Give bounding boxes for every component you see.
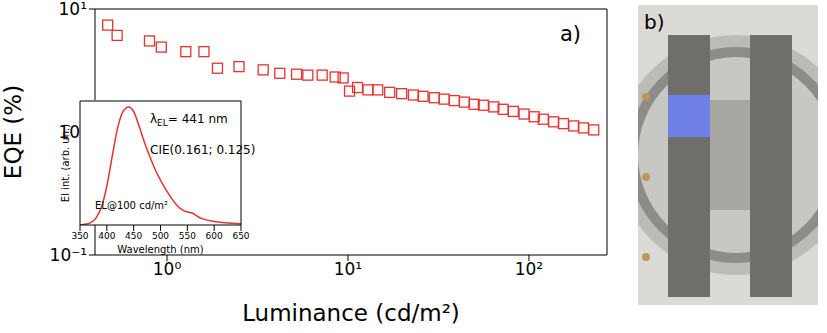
svg-text:550: 550 <box>179 231 196 241</box>
svg-text:400: 400 <box>98 231 115 241</box>
html-text:CIE(0.161; 0.125): CIE(0.161; 0.125) <box>150 143 256 157</box>
svg-text:350: 350 <box>71 231 88 241</box>
svg-text:600: 600 <box>206 231 223 241</box>
html-text:a): a) <box>560 22 582 46</box>
svg-text:10¹: 10¹ <box>59 0 87 19</box>
svg-text:10¹: 10¹ <box>334 259 362 279</box>
svg-text:10²: 10² <box>515 259 543 279</box>
svg-text:500: 500 <box>152 231 169 241</box>
svg-text:El int. (arb. un.): El int. (arb. un.) <box>60 124 71 202</box>
svg-text:10⁻¹: 10⁻¹ <box>50 245 87 265</box>
svg-text:Wavelength (nm): Wavelength (nm) <box>117 244 203 255</box>
svg-text:10⁰: 10⁰ <box>153 259 182 279</box>
svg-text:EQE (%): EQE (%) <box>0 85 26 179</box>
svg-text:b): b) <box>644 10 665 34</box>
html-text:EL@100 cd/m²: EL@100 cd/m² <box>95 200 169 211</box>
html-text:λEL= 441 nm: λEL= 441 nm <box>150 112 228 129</box>
svg-text:450: 450 <box>125 231 142 241</box>
svg-text:650: 650 <box>232 231 249 241</box>
svg-text:Luminance (cd/m²): Luminance (cd/m²) <box>242 300 460 326</box>
